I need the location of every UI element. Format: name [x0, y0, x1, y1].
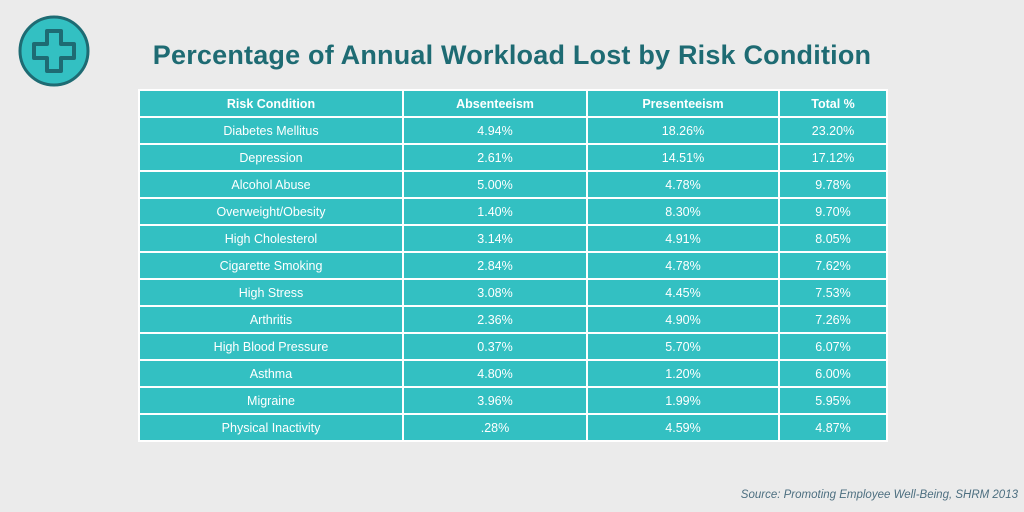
logo-cross [32, 29, 76, 73]
cell-absenteeism: 3.96% [402, 386, 588, 415]
table-row: Alcohol Abuse 5.00% 4.78% 9.78% [138, 170, 888, 199]
table-row: Diabetes Mellitus 4.94% 18.26% 23.20% [138, 116, 888, 145]
table-row: Depression 2.61% 14.51% 17.12% [138, 143, 888, 172]
cell-absenteeism: 2.61% [402, 143, 588, 172]
cell-absenteeism: 1.40% [402, 197, 588, 226]
cell-presenteeism: 8.30% [586, 197, 780, 226]
cell-total: 5.95% [778, 386, 888, 415]
cell-presenteeism: 4.78% [586, 251, 780, 280]
table-body: Diabetes Mellitus 4.94% 18.26% 23.20% Depres… [138, 116, 888, 442]
cell-absenteeism: 5.00% [402, 170, 588, 199]
table-row: Overweight/Obesity 1.40% 8.30% 9.70% [138, 197, 888, 226]
cell-total: 8.05% [778, 224, 888, 253]
cell-absenteeism: 3.14% [402, 224, 588, 253]
cell-presenteeism: 4.78% [586, 170, 780, 199]
cell-presenteeism: 1.20% [586, 359, 780, 388]
cell-total: 4.87% [778, 413, 888, 442]
table-row: Cigarette Smoking 2.84% 4.78% 7.62% [138, 251, 888, 280]
cell-risk-condition: High Blood Pressure [138, 332, 404, 361]
cell-presenteeism: 4.45% [586, 278, 780, 307]
cell-absenteeism: 4.80% [402, 359, 588, 388]
table-row: Physical Inactivity .28% 4.59% 4.87% [138, 413, 888, 442]
cell-risk-condition: Arthritis [138, 305, 404, 334]
column-header-presenteeism: Presenteeism [586, 89, 780, 118]
cell-absenteeism: 4.94% [402, 116, 588, 145]
cell-presenteeism: 5.70% [586, 332, 780, 361]
cell-absenteeism: 2.84% [402, 251, 588, 280]
cell-total: 9.78% [778, 170, 888, 199]
medical-cross-icon [18, 15, 90, 87]
cell-risk-condition: Overweight/Obesity [138, 197, 404, 226]
cell-presenteeism: 4.59% [586, 413, 780, 442]
cell-absenteeism: 3.08% [402, 278, 588, 307]
cell-risk-condition: High Stress [138, 278, 404, 307]
cell-risk-condition: Migraine [138, 386, 404, 415]
cell-absenteeism: .28% [402, 413, 588, 442]
table-row: High Stress 3.08% 4.45% 7.53% [138, 278, 888, 307]
cell-total: 9.70% [778, 197, 888, 226]
table-header-row: Risk Condition Absenteeism Presenteeism … [138, 89, 888, 118]
cell-total: 6.07% [778, 332, 888, 361]
table-row: Migraine 3.96% 1.99% 5.95% [138, 386, 888, 415]
table-row: Asthma 4.80% 1.20% 6.00% [138, 359, 888, 388]
table-row: High Cholesterol 3.14% 4.91% 8.05% [138, 224, 888, 253]
chart-title: Percentage of Annual Workload Lost by Ri… [152, 40, 872, 70]
table-row: Arthritis 2.36% 4.90% 7.26% [138, 305, 888, 334]
cell-total: 7.62% [778, 251, 888, 280]
cell-total: 7.26% [778, 305, 888, 334]
table-row: High Blood Pressure 0.37% 5.70% 6.07% [138, 332, 888, 361]
cell-risk-condition: Cigarette Smoking [138, 251, 404, 280]
cell-presenteeism: 4.91% [586, 224, 780, 253]
cell-risk-condition: Alcohol Abuse [138, 170, 404, 199]
cell-presenteeism: 18.26% [586, 116, 780, 145]
cell-total: 17.12% [778, 143, 888, 172]
cell-absenteeism: 2.36% [402, 305, 588, 334]
cell-risk-condition: High Cholesterol [138, 224, 404, 253]
column-header-absenteeism: Absenteeism [402, 89, 588, 118]
cell-risk-condition: Depression [138, 143, 404, 172]
cell-presenteeism: 1.99% [586, 386, 780, 415]
cell-risk-condition: Physical Inactivity [138, 413, 404, 442]
source-note: Source: Promoting Employee Well-Being, S… [740, 489, 1018, 501]
cell-risk-condition: Asthma [138, 359, 404, 388]
cell-absenteeism: 0.37% [402, 332, 588, 361]
cell-total: 7.53% [778, 278, 888, 307]
cell-presenteeism: 4.90% [586, 305, 780, 334]
cell-total: 23.20% [778, 116, 888, 145]
column-header-risk-condition: Risk Condition [138, 89, 404, 118]
cell-risk-condition: Diabetes Mellitus [138, 116, 404, 145]
cell-presenteeism: 14.51% [586, 143, 780, 172]
data-table: Risk Condition Absenteeism Presenteeism … [138, 89, 888, 442]
medical-cross-svg [18, 15, 90, 87]
cell-total: 6.00% [778, 359, 888, 388]
column-header-total: Total % [778, 89, 888, 118]
